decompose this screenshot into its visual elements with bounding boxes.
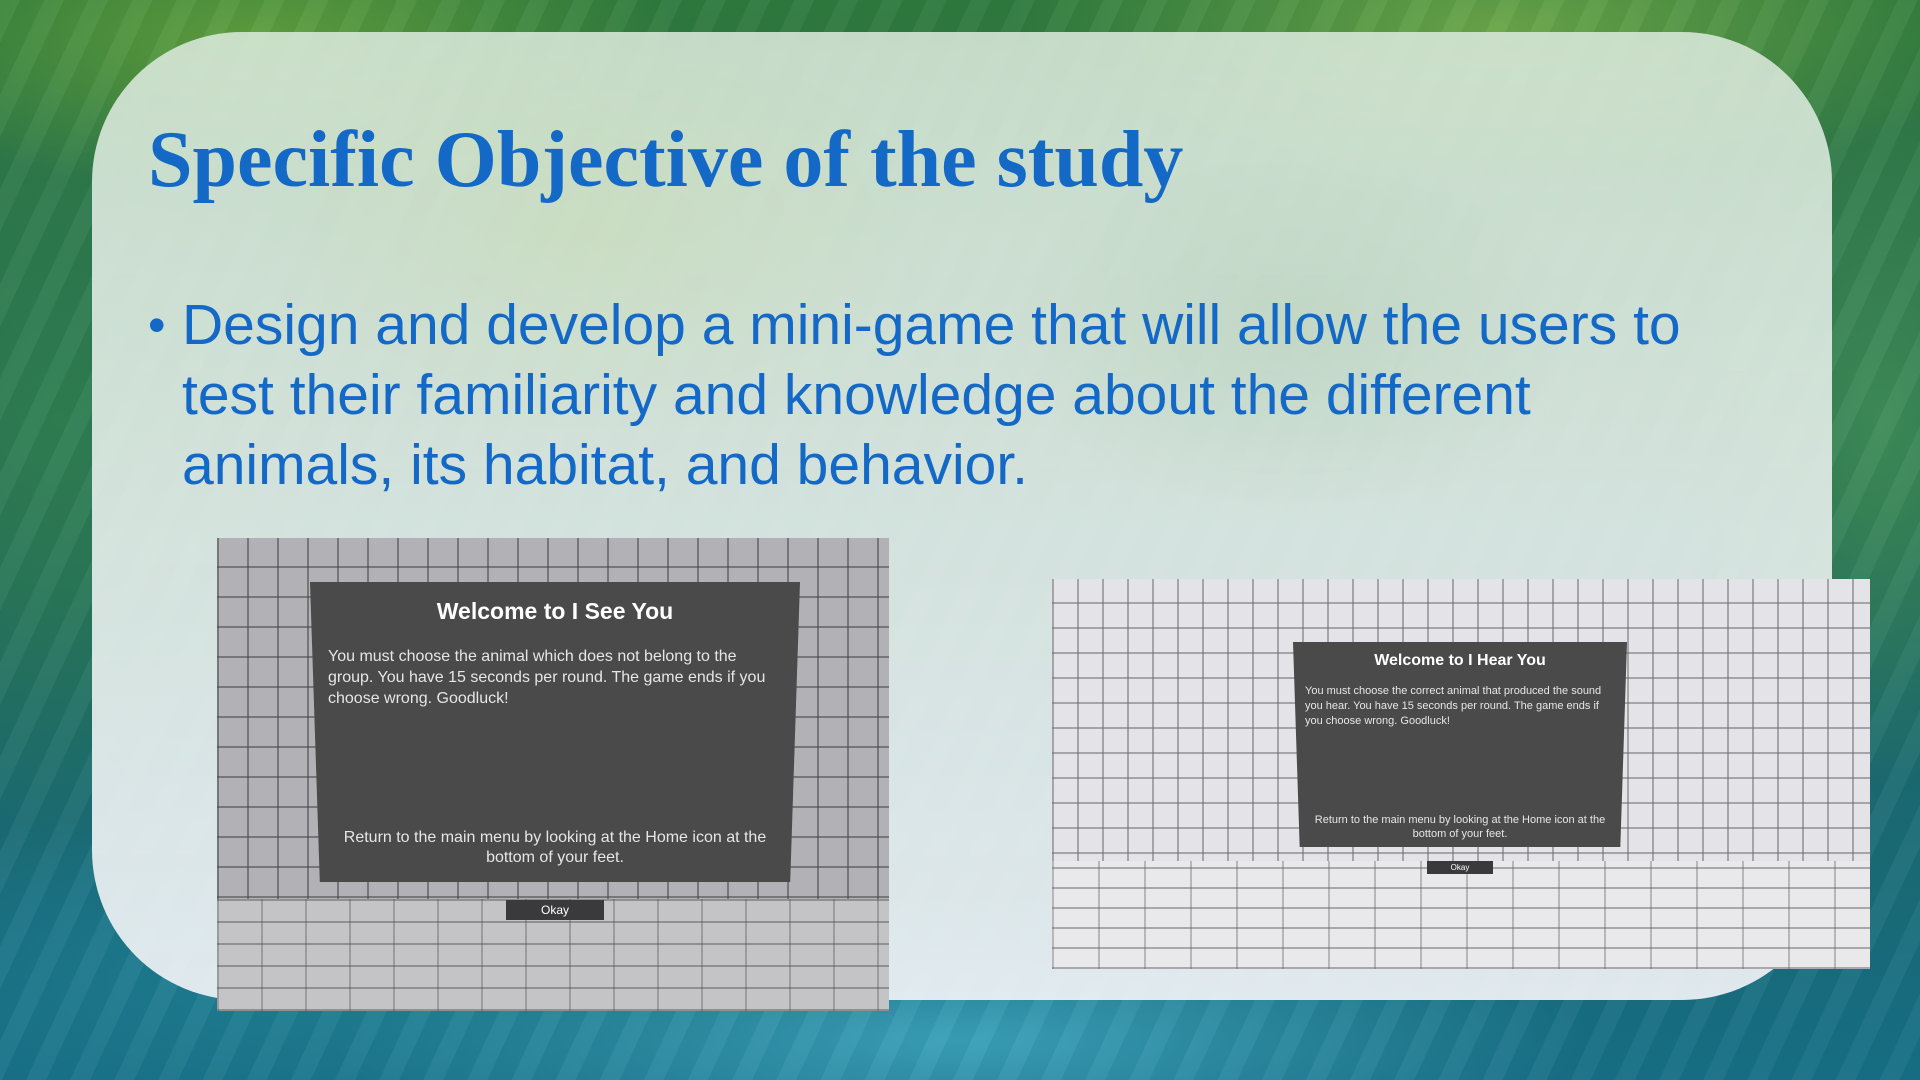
dialog-footer: Return to the main menu by looking at th…	[343, 829, 767, 866]
okay-button[interactable]: Okay	[506, 900, 604, 920]
okay-button[interactable]: Okay	[1427, 861, 1493, 874]
bullet-text: Design and develop a mini-game that will…	[182, 293, 1681, 497]
slide-title: Specific Objective of the study	[148, 116, 1184, 204]
dialog-body: You must choose the animal which does no…	[328, 648, 766, 707]
dialog-title: Welcome to I See You	[436, 598, 674, 624]
dialog-footer: Return to the main menu by looking at th…	[1314, 814, 1606, 840]
welcome-dialog-i-hear-you: Welcome to I Hear You You must choose th…	[1293, 642, 1627, 847]
dialog-title: Welcome to I Hear You	[1374, 652, 1546, 669]
floor-grid	[1052, 861, 1870, 969]
welcome-dialog-i-see-you: Welcome to I See You You must choose the…	[310, 582, 800, 882]
i-hear-you-screenshot: Welcome to I Hear You You must choose th…	[1052, 579, 1870, 969]
bullet-item: • Design and develop a mini-game that wi…	[148, 290, 1708, 500]
i-see-you-screenshot: Welcome to I See You You must choose the…	[217, 538, 889, 1011]
bullet-marker: •	[148, 297, 166, 353]
dialog-body: You must choose the correct animal that …	[1305, 685, 1602, 727]
